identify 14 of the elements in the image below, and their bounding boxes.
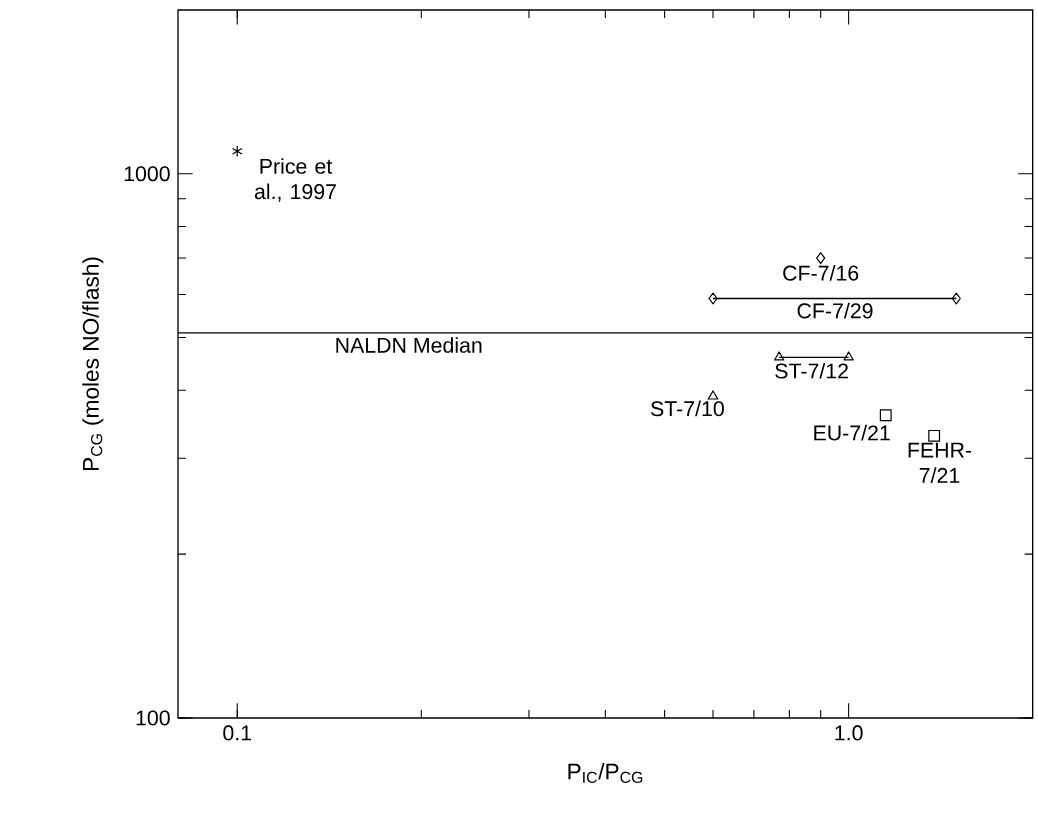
x-axis-title: P$_{IC}$/P$_{CG}$ [568,762,643,783]
y-tick-label: 100 [136,710,170,726]
annotation: CF-7/16 [783,265,859,281]
annotation: ST-7/10 [650,400,724,417]
annotation: FEHR-7/21 [908,442,972,483]
x-tick-label: 1.0 [835,725,863,741]
annotation: EU-7/21 [814,424,890,441]
y-tick-label: 1000 [124,166,170,182]
x-tick-label: 0.1 [223,725,252,741]
ref-line-label: NALDN Median [336,337,482,353]
annotation: CF-7/29 [797,302,873,319]
annotation: ST-7/12 [775,362,848,379]
y-axis-title: P$_{CG}$ (moles NO/flash) [82,257,104,471]
annotation: Price et al., 1997 [254,158,336,202]
